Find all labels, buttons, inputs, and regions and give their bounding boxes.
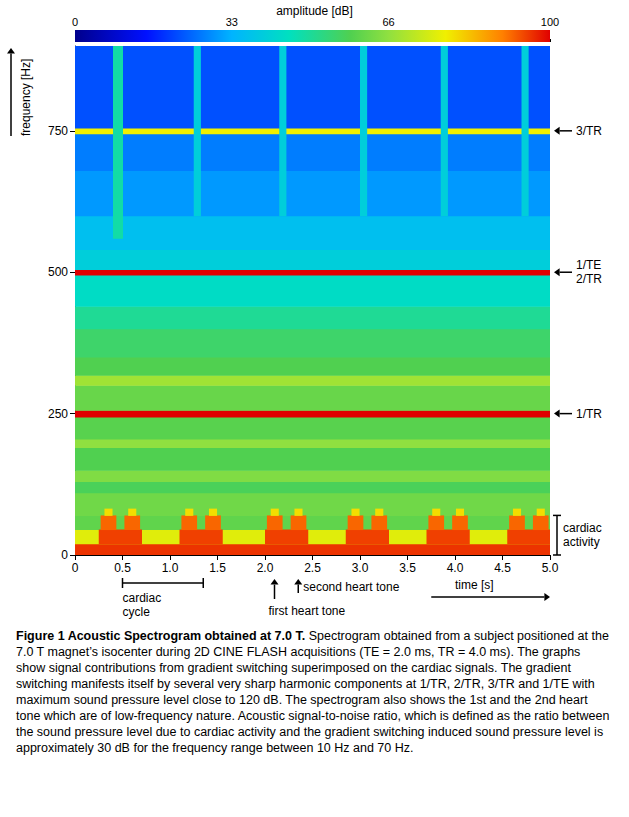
svg-text:33: 33 (226, 16, 238, 28)
svg-text:0.5: 0.5 (114, 561, 131, 575)
svg-text:1/TR: 1/TR (576, 407, 602, 421)
svg-text:cycle: cycle (123, 605, 151, 619)
svg-text:second heart tone: second heart tone (303, 580, 399, 594)
svg-text:250: 250 (48, 407, 68, 421)
svg-text:1/TE: 1/TE (576, 258, 601, 272)
svg-text:2.0: 2.0 (257, 561, 274, 575)
svg-text:66: 66 (382, 16, 394, 28)
svg-text:2/TR: 2/TR (576, 272, 602, 286)
svg-text:3.0: 3.0 (352, 561, 369, 575)
svg-text:5.0: 5.0 (542, 561, 559, 575)
svg-text:500: 500 (48, 265, 68, 279)
svg-text:time [s]: time [s] (455, 578, 494, 592)
svg-text:3.5: 3.5 (399, 561, 416, 575)
svg-text:4.0: 4.0 (447, 561, 464, 575)
svg-text:750: 750 (48, 124, 68, 138)
svg-text:amplitude [dB]: amplitude [dB] (276, 4, 353, 18)
svg-text:frequency [Hz]: frequency [Hz] (19, 59, 33, 136)
svg-text:0: 0 (72, 16, 78, 28)
svg-text:3/TR: 3/TR (576, 124, 602, 138)
svg-text:4.5: 4.5 (494, 561, 511, 575)
svg-text:0: 0 (61, 548, 68, 562)
html-text:Figure 1 Acoustic Spectrogram: Figure 1 Acoustic Spectrogram obtained a… (16, 629, 610, 755)
svg-text:0: 0 (72, 561, 79, 575)
svg-text:1.5: 1.5 (209, 561, 226, 575)
svg-text:2.5: 2.5 (304, 561, 321, 575)
svg-text:first heart tone: first heart tone (269, 604, 346, 618)
svg-text:cardiac: cardiac (123, 591, 162, 605)
svg-text:cardiac: cardiac (563, 521, 602, 535)
svg-text:100: 100 (541, 16, 559, 28)
svg-text:activity: activity (563, 535, 600, 549)
svg-text:1.0: 1.0 (162, 561, 179, 575)
